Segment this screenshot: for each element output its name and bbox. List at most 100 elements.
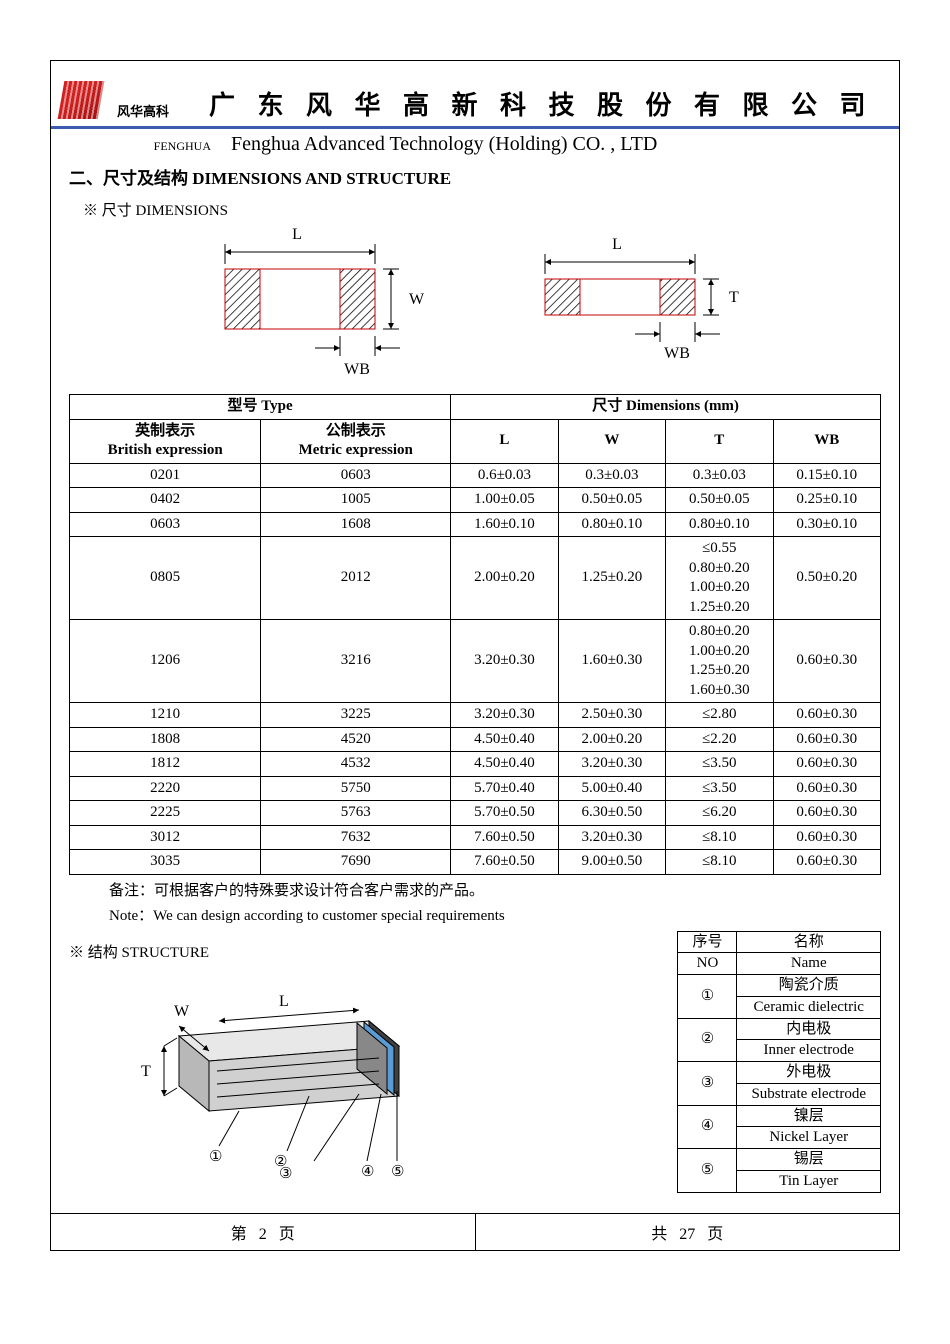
table-cell: 4532: [261, 752, 451, 777]
table-cell: 5.70±0.50: [451, 801, 558, 826]
th-no-cn: 序号: [678, 931, 737, 953]
struct-name-en: Inner electrode: [737, 1040, 881, 1062]
table-cell: 1206: [70, 620, 261, 703]
table-cell: 0.80±0.10: [558, 512, 665, 537]
table-cell: 2012: [261, 537, 451, 620]
table-row: 181245324.50±0.403.20±0.30≤3.500.60±0.30: [70, 752, 881, 777]
table-cell: 2.50±0.30: [558, 703, 665, 728]
svg-text:⑤: ⑤: [391, 1164, 404, 1180]
struct-no: ④: [678, 1105, 737, 1149]
table-cell: 5750: [261, 776, 451, 801]
table-cell: 3.20±0.30: [558, 752, 665, 777]
table-cell: ≤8.10: [666, 850, 773, 875]
dimensions-subtitle: ※ 尺寸 DIMENSIONS: [83, 199, 881, 220]
footer-left: 第 2 页: [51, 1214, 476, 1250]
company-logo-icon: [58, 81, 105, 119]
table-cell: 3.20±0.30: [451, 703, 558, 728]
table-cell: 0.50±0.20: [773, 537, 880, 620]
table-row: 301276327.60±0.503.20±0.30≤8.100.60±0.30: [70, 825, 881, 850]
struct-name-en: Nickel Layer: [737, 1127, 881, 1149]
table-cell: ≤8.10: [666, 825, 773, 850]
table-cell: 0.15±0.10: [773, 463, 880, 488]
struct-no: ③: [678, 1062, 737, 1106]
struct-name-cn: 内电极: [737, 1018, 881, 1040]
th-WB: WB: [773, 419, 880, 463]
label-W: W: [409, 291, 425, 308]
table-cell: 0603: [70, 512, 261, 537]
struct-no: ②: [678, 1018, 737, 1062]
svg-text:W: W: [174, 1003, 190, 1020]
table-cell: 0.25±0.10: [773, 488, 880, 513]
table-cell: 0.60±0.30: [773, 703, 880, 728]
table-cell: 0201: [70, 463, 261, 488]
table-row: 222557635.70±0.506.30±0.50≤6.200.60±0.30: [70, 801, 881, 826]
table-cell: 7690: [261, 850, 451, 875]
table-cell: 0.60±0.30: [773, 825, 880, 850]
table-row: ⑤锡层: [678, 1149, 881, 1171]
note-cn: 备注：可根据客户的特殊要求设计符合客户需求的产品。: [109, 879, 881, 900]
th-name-cn: 名称: [737, 931, 881, 953]
table-cell: 0.60±0.30: [773, 850, 880, 875]
table-cell: 1.60±0.30: [558, 620, 665, 703]
table-cell: 3.20±0.30: [558, 825, 665, 850]
content: 二、尺寸及结构 DIMENSIONS AND STRUCTURE ※ 尺寸 DI…: [51, 158, 899, 1203]
table-cell: ≤3.50: [666, 776, 773, 801]
table-cell: 4.50±0.40: [451, 727, 558, 752]
table-cell: 3012: [70, 825, 261, 850]
svg-text:L: L: [279, 993, 289, 1010]
table-cell: 1005: [261, 488, 451, 513]
label-L: L: [292, 226, 302, 243]
footer-right: 共 27 页: [476, 1214, 900, 1250]
company-title-en: Fenghua Advanced Technology (Holding) CO…: [231, 133, 657, 156]
table-cell: 5763: [261, 801, 451, 826]
table-cell: ≤0.55 0.80±0.20 1.00±0.20 1.25±0.20: [666, 537, 773, 620]
th-british: 英制表示 British expression: [70, 419, 261, 463]
section-title: 二、尺寸及结构 DIMENSIONS AND STRUCTURE: [69, 164, 881, 189]
table-row: 060316081.60±0.100.80±0.100.80±0.100.30±…: [70, 512, 881, 537]
label-WB2: WB: [664, 345, 690, 362]
company-title-cn: 广 东 风 华 高 新 科 技 股 份 有 限 公 司: [179, 81, 889, 122]
table-row: 120632163.20±0.301.60±0.300.80±0.20 1.00…: [70, 620, 881, 703]
table-row: ①陶瓷介质: [678, 975, 881, 997]
structure-row: ※ 结构 STRUCTURE: [69, 931, 881, 1193]
table-cell: 0.80±0.20 1.00±0.20 1.25±0.20 1.60±0.30: [666, 620, 773, 703]
table-cell: 2225: [70, 801, 261, 826]
struct-no: ①: [678, 975, 737, 1019]
table-cell: 1.00±0.05: [451, 488, 558, 513]
table-cell: 0.80±0.10: [666, 512, 773, 537]
label-L2: L: [612, 236, 622, 253]
table-row: 040210051.00±0.050.50±0.050.50±0.050.25±…: [70, 488, 881, 513]
table-row: 121032253.20±0.302.50±0.30≤2.800.60±0.30: [70, 703, 881, 728]
table-cell: 0.3±0.03: [558, 463, 665, 488]
structure-subtitle: ※ 结构 STRUCTURE: [69, 941, 469, 962]
struct-name-cn: 外电极: [737, 1062, 881, 1084]
header: 风华高科 广 东 风 华 高 新 科 技 股 份 有 限 公 司: [51, 61, 899, 129]
label-WB: WB: [344, 361, 370, 378]
table-cell: ≤2.80: [666, 703, 773, 728]
table-cell: 0603: [261, 463, 451, 488]
table-row: 303576907.60±0.509.00±0.50≤8.100.60±0.30: [70, 850, 881, 875]
note-en: Note：We can design according to customer…: [109, 904, 881, 925]
table-cell: 9.00±0.50: [558, 850, 665, 875]
struct-name-en: Ceramic dielectric: [737, 996, 881, 1018]
table-cell: 0.50±0.05: [666, 488, 773, 513]
table-cell: 2.00±0.20: [558, 727, 665, 752]
table-cell: 0.60±0.30: [773, 727, 880, 752]
table-row: ④镍层: [678, 1105, 881, 1127]
table-cell: 3225: [261, 703, 451, 728]
struct-no: ⑤: [678, 1149, 737, 1193]
table-row: 180845204.50±0.402.00±0.20≤2.200.60±0.30: [70, 727, 881, 752]
table-cell: 3.20±0.30: [451, 620, 558, 703]
table-cell: 1.25±0.20: [558, 537, 665, 620]
table-cell: ≤3.50: [666, 752, 773, 777]
table-cell: 0.60±0.30: [773, 620, 880, 703]
table-cell: 3216: [261, 620, 451, 703]
brand-en: FENGHUA: [61, 139, 231, 154]
table-row: ②内电极: [678, 1018, 881, 1040]
logo-text: 风华高科: [117, 101, 169, 120]
table-cell: ≤6.20: [666, 801, 773, 826]
table-cell: 0402: [70, 488, 261, 513]
struct-name-en: Substrate electrode: [737, 1083, 881, 1105]
structure-diagram-icon: W L T ① ②: [69, 966, 449, 1186]
th-W: W: [558, 419, 665, 463]
